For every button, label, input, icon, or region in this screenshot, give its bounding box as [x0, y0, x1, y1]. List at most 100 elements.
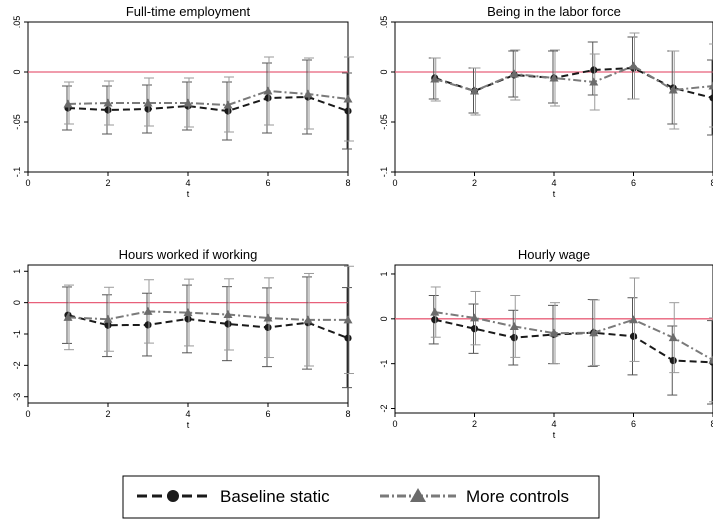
plot-panel-full-time-employment: Full-time employment t 0 2 4 6 8 .05 0 -.05 -.1 [12, 4, 354, 199]
data-point-triangle [343, 94, 353, 103]
x-tick-label: 6 [265, 178, 270, 188]
data-point-circle [144, 321, 152, 329]
x-axis-label: t [187, 420, 190, 430]
legend-marker-triangle [410, 488, 426, 502]
x-tick-label: 8 [345, 409, 350, 419]
y-tick-label: -.1 [12, 167, 22, 178]
x-tick-label: 0 [392, 419, 397, 429]
plot-panel-being-in-the-labor-force: Being in the labor force t 0 2 4 6 8 .05 0 -.05… [379, 4, 713, 199]
series-line [434, 64, 713, 93]
data-point-triangle [668, 333, 678, 342]
data-point-triangle [549, 328, 559, 337]
y-tick-label: -3 [12, 393, 22, 401]
data-point-triangle [183, 308, 193, 317]
data-point-circle [669, 356, 677, 365]
data-point-triangle [589, 328, 599, 337]
y-tick-label: 0 [379, 316, 389, 321]
y-tick-label: 0 [379, 69, 389, 74]
y-tick-label: -1 [379, 360, 389, 368]
data-point-triangle [263, 313, 273, 322]
data-point-circle [629, 332, 638, 340]
panel-title: Full-time employment [126, 4, 251, 19]
plot-panel-hours-worked-if-working: Hours worked if working t 0 2 4 6 810-1-2-3 [12, 247, 354, 430]
series-line [67, 314, 349, 340]
data-point-circle [144, 105, 152, 113]
x-tick-label: 8 [710, 178, 713, 188]
x-tick-label: 0 [25, 178, 30, 188]
data-point-triangle [470, 86, 479, 95]
data-point-triangle [668, 85, 678, 94]
legend-item-baseline-static: Baseline static [137, 487, 330, 506]
data-point-triangle [629, 61, 638, 70]
legend-item-more-controls: More controls [380, 487, 569, 506]
data-point-triangle [183, 98, 193, 107]
legend-label-controls: More controls [466, 487, 569, 506]
x-tick-label: 0 [392, 178, 397, 188]
data-point-triangle [509, 321, 519, 330]
x-tick-label: 2 [472, 419, 477, 429]
data-point-circle [709, 94, 713, 102]
data-point-circle [431, 316, 439, 324]
data-point-circle [344, 107, 352, 115]
data-point-triangle [629, 315, 638, 324]
data-point-circle [264, 94, 272, 102]
x-tick-label: 8 [345, 178, 350, 188]
x-tick-label: 8 [710, 419, 713, 429]
legend-marker-circle [167, 490, 179, 502]
data-point-triangle [63, 312, 73, 321]
data-point-circle [470, 325, 479, 333]
x-axis-label: t [553, 430, 556, 440]
data-point-circle [344, 334, 352, 342]
x-tick-label: 2 [472, 178, 477, 188]
x-tick-label: 4 [185, 409, 190, 419]
x-tick-label: 6 [265, 409, 270, 419]
data-point-triangle [303, 315, 313, 324]
x-tick-label: 4 [185, 178, 190, 188]
series-line [67, 89, 349, 107]
x-tick-label: 2 [105, 409, 110, 419]
data-point-triangle [470, 313, 479, 322]
data-point-triangle [549, 73, 559, 82]
panel-title: Being in the labor force [487, 4, 621, 19]
data-point-triangle [103, 314, 113, 323]
legend: Baseline static More controls [122, 475, 600, 519]
data-point-circle [104, 321, 112, 329]
plot-frame [27, 264, 349, 404]
data-point-circle [264, 323, 272, 332]
data-point-circle [590, 66, 598, 74]
y-tick-label: -2 [12, 361, 22, 369]
x-tick-label: 0 [25, 409, 30, 419]
x-tick-label: 4 [551, 178, 556, 188]
y-tick-label: 1 [12, 269, 22, 274]
data-point-triangle [223, 100, 233, 109]
x-axis-label: t [553, 189, 556, 199]
data-point-circle [224, 320, 232, 328]
x-tick-label: 2 [105, 178, 110, 188]
y-tick-label: .05 [379, 16, 389, 29]
data-point-triangle [143, 98, 153, 107]
data-point-triangle [63, 99, 73, 108]
data-point-triangle [509, 69, 519, 78]
data-point-circle [224, 107, 232, 115]
plot-frame [394, 264, 713, 414]
data-point-triangle [103, 98, 113, 107]
x-tick-label: 4 [551, 419, 556, 429]
y-tick-label: -.05 [12, 114, 22, 130]
plot-frame [394, 21, 713, 173]
data-point-triangle [303, 89, 313, 98]
data-point-triangle [263, 86, 273, 95]
y-tick-label: .05 [12, 16, 22, 29]
data-point-triangle [430, 74, 440, 83]
data-point-circle [184, 315, 192, 323]
legend-label-baseline: Baseline static [220, 487, 330, 506]
data-point-triangle [589, 77, 599, 86]
data-point-circle [104, 106, 112, 114]
y-tick-label: 0 [12, 300, 22, 305]
data-point-triangle [143, 306, 153, 315]
x-tick-label: 6 [631, 419, 636, 429]
y-tick-label: -1 [12, 330, 22, 338]
data-point-triangle [708, 81, 713, 90]
data-point-triangle [430, 307, 440, 316]
